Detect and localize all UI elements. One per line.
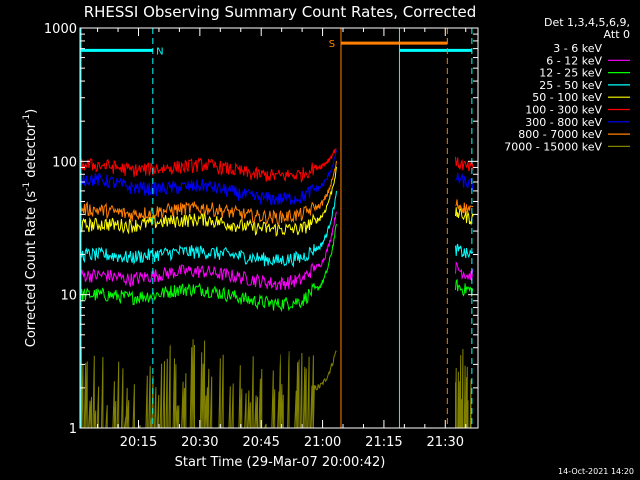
y-axis-label: Corrected Count Rate (s-1 detector-1)	[22, 109, 39, 347]
series-2-post	[455, 278, 474, 297]
flag-label-N: N	[156, 46, 163, 57]
legend-entry-0: 3 - 6 keV	[553, 42, 602, 55]
x-tick-label: 20:30	[181, 435, 218, 450]
series-2-pre	[79, 223, 337, 313]
series-7-pre	[79, 160, 337, 226]
legend-entry-2: 12 - 25 keV	[539, 67, 602, 80]
series-8-pre	[79, 339, 337, 429]
series-5-pre	[79, 148, 337, 184]
plot-area: NS	[79, 28, 474, 429]
legend-entry-1: 6 - 12 keV	[546, 54, 602, 67]
series-7-post	[455, 199, 474, 215]
x-axis-label: Start Time (29-Mar-07 20:00:42)	[175, 455, 386, 470]
x-tick-label: 20:15	[120, 435, 157, 450]
series-8-post	[455, 348, 474, 429]
series-6-pre	[79, 150, 337, 206]
legend-entry-6: 300 - 800 keV	[525, 116, 602, 129]
y-tick-label: 1	[69, 422, 77, 437]
legend-entry-4: 50 - 100 keV	[532, 91, 602, 104]
x-tick-label: 21:00	[304, 435, 341, 450]
chart-title: RHESSI Observing Summary Count Rates, Co…	[84, 3, 477, 21]
series-4-post	[455, 206, 474, 226]
legend-entry-5: 100 - 300 keV	[525, 104, 602, 117]
x-tick-label: 21:30	[427, 435, 464, 450]
series-0-pre	[79, 257, 337, 370]
y-tick-label: 10	[60, 289, 77, 304]
series-5-post	[455, 156, 474, 172]
x-tick-label: 20:45	[242, 435, 279, 450]
legend-header-1: Det 1,3,4,5,6,9,	[544, 16, 630, 29]
axes: 20:15 20:30 20:45 21:00 21:15 21:30 1 10 100 1000	[44, 22, 479, 450]
x-tick-label: 21:15	[365, 435, 402, 450]
legend-header-2: Att 0	[604, 28, 630, 41]
footer-date: 14-Oct-2021 14:20	[558, 467, 634, 476]
series-1-pre	[79, 211, 337, 291]
y-tick-label: 100	[52, 155, 77, 170]
series-4-pre	[79, 166, 337, 237]
series-6-post	[455, 172, 474, 191]
series-3-pre	[79, 190, 337, 268]
flag-label-S: S	[329, 39, 335, 50]
legend-entry-8: 7000 - 15000 keV	[504, 140, 602, 153]
series-3-post	[455, 243, 474, 259]
series-1-post	[455, 261, 474, 282]
legend-entry-3: 25 - 50 keV	[539, 79, 602, 92]
series-0-post	[455, 305, 474, 330]
axes-frame	[79, 27, 479, 429]
y-tick-label: 1000	[44, 22, 77, 37]
legend-entry-7: 800 - 7000 keV	[518, 128, 602, 141]
